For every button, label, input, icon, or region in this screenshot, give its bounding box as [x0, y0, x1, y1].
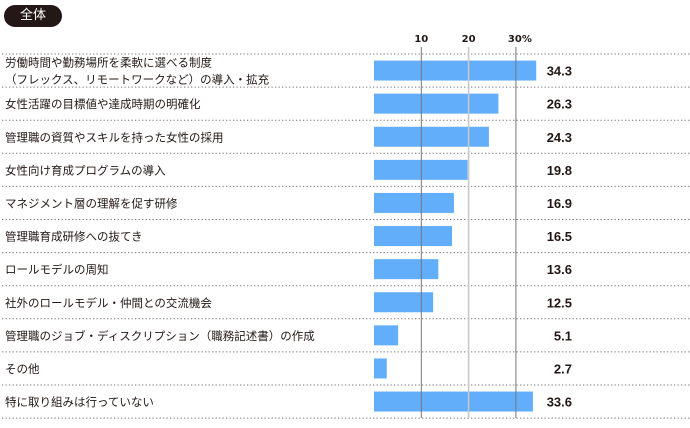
category-label: その他 — [5, 362, 40, 376]
bar — [374, 259, 439, 280]
category-label: 管理職のジョブ・ディスクリプション（職務記述書）の作成 — [5, 329, 315, 343]
value-label: 34.3 — [547, 64, 572, 79]
value-label: 16.5 — [547, 229, 572, 244]
category-label: 社外のロールモデル・仲間との交流機会 — [5, 296, 212, 310]
value-label: 16.9 — [547, 196, 572, 211]
bar — [374, 93, 499, 114]
value-label: 33.6 — [547, 395, 572, 410]
value-label: 13.6 — [547, 262, 572, 277]
bar — [374, 358, 387, 379]
category-label: 管理職育成研修への抜てき — [5, 230, 143, 244]
value-label: 24.3 — [547, 130, 572, 145]
category-label: 管理職の資質やスキルを持った女性の採用 — [5, 130, 224, 144]
category-label: ロールモデルの周知 — [5, 263, 109, 277]
value-label: 19.8 — [547, 163, 572, 178]
category-label: 特に取り組みは行っていない — [5, 395, 154, 409]
category-label: 労働時間や勤務場所を柔軟に選べる制度 — [5, 56, 212, 70]
bar — [374, 192, 454, 213]
value-label: 2.7 — [554, 361, 572, 376]
value-label: 12.5 — [547, 295, 572, 310]
category-label: マネジメント層の理解を促す研修 — [5, 196, 178, 210]
bar — [374, 325, 399, 346]
bar — [374, 391, 533, 412]
x-tick-label: 10 — [414, 34, 428, 45]
bar — [374, 292, 434, 313]
x-tick-label: 30% — [508, 34, 532, 45]
bar — [374, 60, 537, 81]
bar — [374, 226, 453, 247]
value-label: 5.1 — [554, 328, 572, 343]
bar — [374, 126, 489, 147]
chart-title-badge: 全体 — [4, 5, 62, 27]
x-tick-label: 20 — [462, 34, 476, 45]
category-label: 女性活躍の目標値や達成時期の明確化 — [5, 97, 201, 111]
category-label: （フレックス、リモートワークなど）の導入・拡充 — [5, 73, 270, 87]
value-label: 26.3 — [547, 97, 572, 112]
category-label: 女性向け育成プログラムの導入 — [5, 163, 166, 177]
